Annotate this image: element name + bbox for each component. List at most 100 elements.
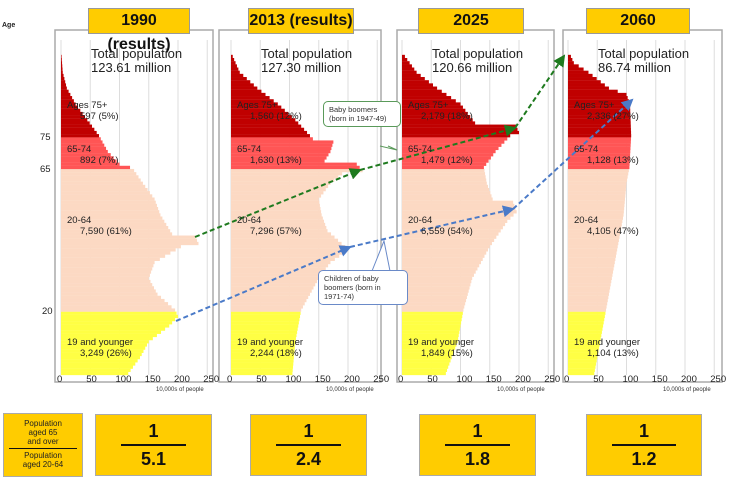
age-bar-93 [61, 77, 65, 81]
age-bar-85 [568, 102, 631, 106]
age-bar-64 [231, 168, 363, 173]
age-bar-68 [61, 156, 114, 160]
age-bar-27 [402, 286, 470, 290]
age-bar-11 [61, 336, 153, 341]
age-bar-26 [61, 289, 156, 293]
age-bar-63 [231, 172, 343, 176]
age-bar-3 [61, 362, 136, 366]
age-bar-21 [402, 305, 465, 309]
x-tick-label: 200 [681, 374, 697, 385]
age-bar-72 [231, 143, 333, 147]
age-bar-64 [61, 168, 135, 173]
group-name: 65-74 [408, 144, 433, 155]
age-bar-16 [231, 321, 299, 325]
age-bar-35 [61, 260, 155, 265]
age-bar-12 [402, 333, 459, 338]
age-bar-33 [61, 267, 153, 271]
age-bar-95 [231, 70, 240, 74]
age-bar-97 [568, 64, 579, 68]
age-bar-73 [402, 140, 505, 144]
age-bar-20 [231, 308, 302, 312]
age-bar-10 [402, 340, 458, 344]
age-bar-15 [61, 324, 170, 328]
ratio-top-line: Population [24, 419, 62, 428]
age-bar-86 [568, 99, 629, 103]
age-bar-7 [402, 349, 455, 353]
group-value: 1,128 (13%) [587, 155, 639, 166]
age-bar-48 [61, 219, 165, 223]
age-bar-0 [568, 371, 595, 376]
group-value: 2,179 (18%) [421, 111, 473, 122]
age-bar-96 [402, 67, 415, 71]
age-bar-40 [402, 245, 490, 249]
age-bar-4 [402, 359, 451, 363]
age-bar-68 [231, 156, 327, 160]
age-bar-43 [402, 235, 497, 239]
total-population-label: Total population [598, 46, 690, 61]
age-bar-23 [568, 298, 608, 303]
age-bar-71 [61, 146, 107, 151]
age-bar-32 [61, 270, 152, 274]
age-bar-82 [402, 111, 468, 116]
age-bar-29 [231, 279, 317, 284]
age-bar-30 [568, 276, 612, 281]
age-bar-39 [231, 248, 348, 252]
age-bar-13 [568, 330, 602, 334]
age-bar-14 [568, 327, 603, 331]
age-bar-72 [402, 143, 502, 147]
age-bar-6 [231, 352, 295, 357]
age-bar-70 [568, 149, 631, 154]
age-bar-51 [568, 210, 624, 214]
age-bar-60 [231, 181, 331, 185]
x-axis-unit: 10,000s of people [326, 387, 374, 393]
age-bar-44 [231, 232, 332, 236]
age-bar-27 [231, 286, 314, 290]
age-bar-66 [402, 162, 487, 166]
x-tick-label: 100 [285, 374, 302, 385]
callout-line: (born in 1947-49) [329, 114, 387, 123]
age-bar-86 [402, 99, 456, 103]
age-bar-47 [231, 222, 326, 227]
total-population-value: 86.74 million [598, 60, 671, 75]
age-bar-4 [231, 359, 294, 363]
age-bar-67 [402, 159, 489, 163]
age-bar-98 [61, 61, 63, 65]
age-bar-51 [231, 210, 322, 214]
age-bar-93 [231, 77, 247, 81]
age-bar-32 [402, 270, 476, 274]
age-bar-25 [61, 292, 158, 296]
age-bar-74 [402, 137, 508, 141]
age-bar-18 [61, 314, 178, 319]
age-bar-1 [568, 368, 595, 372]
age-bar-9 [231, 343, 296, 347]
group-value: 2,244 (18%) [250, 348, 302, 359]
age-bar-67 [568, 159, 630, 163]
age-bar-89 [231, 89, 262, 93]
age-bar-94 [402, 73, 421, 78]
age-bar-98 [568, 61, 574, 65]
age-bar-35 [231, 260, 331, 265]
age-bar-39 [61, 248, 176, 252]
age-bar-77 [568, 127, 631, 132]
age-bar-89 [568, 89, 618, 93]
ratio-legend: Population aged 65 and over Population a… [3, 413, 83, 477]
age-bar-79 [568, 121, 631, 125]
age-bar-64 [568, 168, 629, 173]
age-bar-91 [231, 83, 254, 87]
age-bar-37 [231, 254, 340, 258]
age-bar-70 [61, 149, 108, 154]
age-bar-99 [402, 58, 408, 62]
ratio-bottom-line: aged 20-64 [22, 460, 64, 469]
age-bar-18 [402, 314, 463, 319]
age-bar-19 [568, 311, 606, 315]
age-bar-45 [568, 229, 621, 233]
age-bar-68 [402, 156, 491, 160]
age-bar-47 [402, 222, 506, 227]
age-bar-37 [402, 254, 485, 258]
age-bar-11 [568, 336, 601, 341]
dependency-ratio-box: 1 1.2 [586, 414, 702, 476]
age-bar-87 [568, 96, 628, 100]
age-bar-56 [568, 194, 626, 198]
age-bar-18 [568, 314, 605, 319]
age-bar-77 [402, 127, 518, 132]
